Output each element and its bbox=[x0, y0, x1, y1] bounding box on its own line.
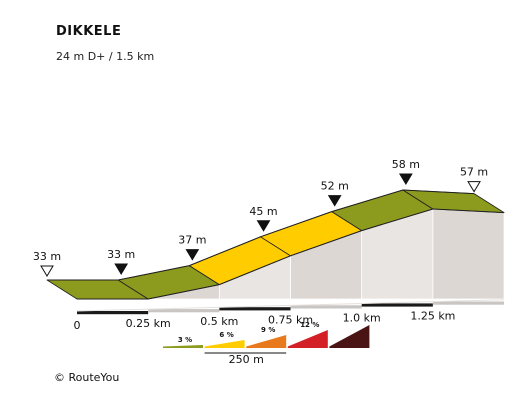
elevation-marker-filled bbox=[114, 263, 129, 275]
elevation-label: 52 m bbox=[321, 180, 349, 193]
copyright-footer: © RouteYou bbox=[54, 371, 120, 384]
gradient-legend: 3 % 6 % 9 % 12 % 250 m bbox=[163, 321, 370, 366]
elevation-label: 58 m bbox=[392, 158, 420, 171]
ground-line bbox=[76, 299, 505, 312]
legend-gradient-swatch bbox=[287, 330, 328, 348]
distance-tick-label: 1.0 km bbox=[343, 311, 381, 324]
distance-tick-label: 1.25 km bbox=[410, 310, 455, 323]
elevation-markers bbox=[40, 173, 481, 277]
distance-scale-segment bbox=[432, 301, 505, 305]
profile-subtitle: 24 m D+ / 1.5 km bbox=[56, 50, 155, 63]
distance-scale-segment bbox=[77, 311, 149, 315]
distance-tick-label: 0 bbox=[74, 319, 81, 332]
distance-scale-segment bbox=[148, 309, 220, 313]
profile-side-faces bbox=[47, 208, 505, 300]
distance-scale-segment bbox=[290, 305, 362, 309]
profile-top-faces bbox=[46, 189, 505, 300]
legend-scale-label: 250 m bbox=[229, 353, 264, 366]
legend-gradient-swatch bbox=[329, 325, 370, 348]
legend-gradient-label: 9 % bbox=[261, 326, 275, 334]
profile-back-edge bbox=[47, 189, 475, 281]
legend-gradient-label: 12 % bbox=[300, 321, 319, 329]
distance-tick-label: 0.75 km bbox=[268, 313, 313, 326]
elevation-label: 57 m bbox=[460, 166, 488, 179]
elevation-marker-filled bbox=[398, 173, 413, 185]
elevation-marker-filled bbox=[327, 195, 342, 207]
legend-gradient-swatch bbox=[204, 340, 245, 348]
distance-tick-label: 0.25 km bbox=[126, 317, 171, 330]
legend-gradient-swatch bbox=[246, 335, 287, 348]
distance-tick-labels: 0 0.25 km 0.5 km 0.75 km 1.0 km 1.25 km bbox=[74, 310, 456, 333]
legend-gradient-label: 3 % bbox=[178, 336, 192, 344]
elevation-labels: 33 m 33 m 37 m 45 m 52 m 58 m 57 m bbox=[33, 158, 488, 263]
elevation-marker-open bbox=[40, 265, 54, 277]
elevation-marker-filled bbox=[185, 249, 200, 261]
distance-scale-segment bbox=[361, 303, 433, 307]
elevation-marker-open bbox=[467, 181, 481, 193]
legend-gradient-swatch bbox=[163, 345, 203, 348]
elevation-marker-filled bbox=[256, 220, 271, 232]
elevation-label: 45 m bbox=[249, 205, 277, 218]
side-face-segment bbox=[432, 208, 505, 300]
legend-gradient-label: 6 % bbox=[219, 331, 233, 339]
distance-tick-label: 0.5 km bbox=[200, 315, 238, 328]
elevation-label: 37 m bbox=[178, 234, 206, 247]
elevation-label: 33 m bbox=[33, 250, 61, 263]
profile-title: DIKKELE bbox=[56, 24, 122, 39]
elevation-label: 33 m bbox=[107, 248, 135, 261]
profile-baseline bbox=[76, 299, 505, 315]
distance-scale-segment bbox=[219, 307, 291, 311]
profile-front-edge bbox=[77, 208, 505, 300]
